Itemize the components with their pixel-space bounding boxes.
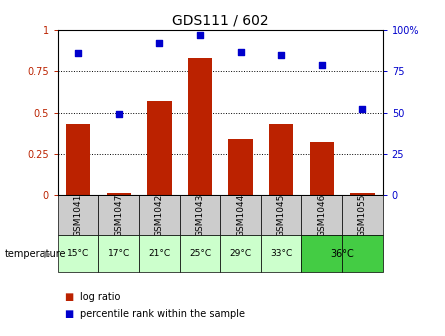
Text: percentile rank within the sample: percentile rank within the sample (80, 309, 245, 319)
Text: ■: ■ (65, 292, 73, 302)
Point (359, 107, 366, 112)
Title: GDS111 / 602: GDS111 / 602 (172, 14, 269, 28)
Bar (66, 124, 90, 195)
Text: ■: ■ (65, 309, 73, 319)
Bar (58, 195, 98, 235)
Bar (350, 193, 375, 195)
Point (318, 62, 325, 68)
Text: 33°C: 33°C (270, 249, 292, 258)
Bar (261, 235, 302, 272)
Point (237, 49, 244, 54)
Bar (188, 58, 212, 195)
Point (75, 51, 82, 56)
Bar (269, 124, 293, 195)
Text: ▶: ▶ (44, 249, 52, 259)
Text: 25°C: 25°C (189, 249, 211, 258)
Text: GSM1042: GSM1042 (155, 194, 164, 237)
Bar (139, 195, 180, 235)
Text: GSM1044: GSM1044 (236, 194, 245, 237)
Text: GSM1055: GSM1055 (358, 193, 367, 237)
Bar (98, 195, 139, 235)
Text: 21°C: 21°C (148, 249, 170, 258)
Text: GSM1041: GSM1041 (74, 193, 83, 237)
Text: temperature: temperature (4, 249, 66, 259)
Bar (147, 101, 171, 195)
Text: GSM1046: GSM1046 (317, 193, 326, 237)
Bar (342, 195, 383, 235)
Text: GSM1047: GSM1047 (114, 193, 123, 237)
Bar (107, 193, 131, 195)
Bar (180, 235, 220, 272)
Bar (220, 195, 261, 235)
Text: log ratio: log ratio (80, 292, 121, 302)
Bar (220, 235, 261, 272)
Point (156, 41, 163, 46)
Text: GSM1043: GSM1043 (195, 193, 204, 237)
Bar (139, 235, 180, 272)
Bar (58, 235, 98, 272)
Bar (342, 235, 383, 272)
Bar (302, 195, 342, 235)
Bar (302, 235, 342, 272)
Bar (261, 195, 302, 235)
Bar (310, 142, 334, 195)
Text: 15°C: 15°C (67, 249, 89, 258)
Text: 29°C: 29°C (230, 249, 251, 258)
Bar (98, 235, 139, 272)
Point (115, 112, 122, 117)
Point (196, 33, 203, 38)
Text: GSM1045: GSM1045 (277, 193, 286, 237)
Point (278, 52, 285, 58)
Bar (180, 195, 220, 235)
Bar (228, 139, 253, 195)
Text: 17°C: 17°C (108, 249, 130, 258)
Text: 36°C: 36°C (330, 249, 354, 259)
